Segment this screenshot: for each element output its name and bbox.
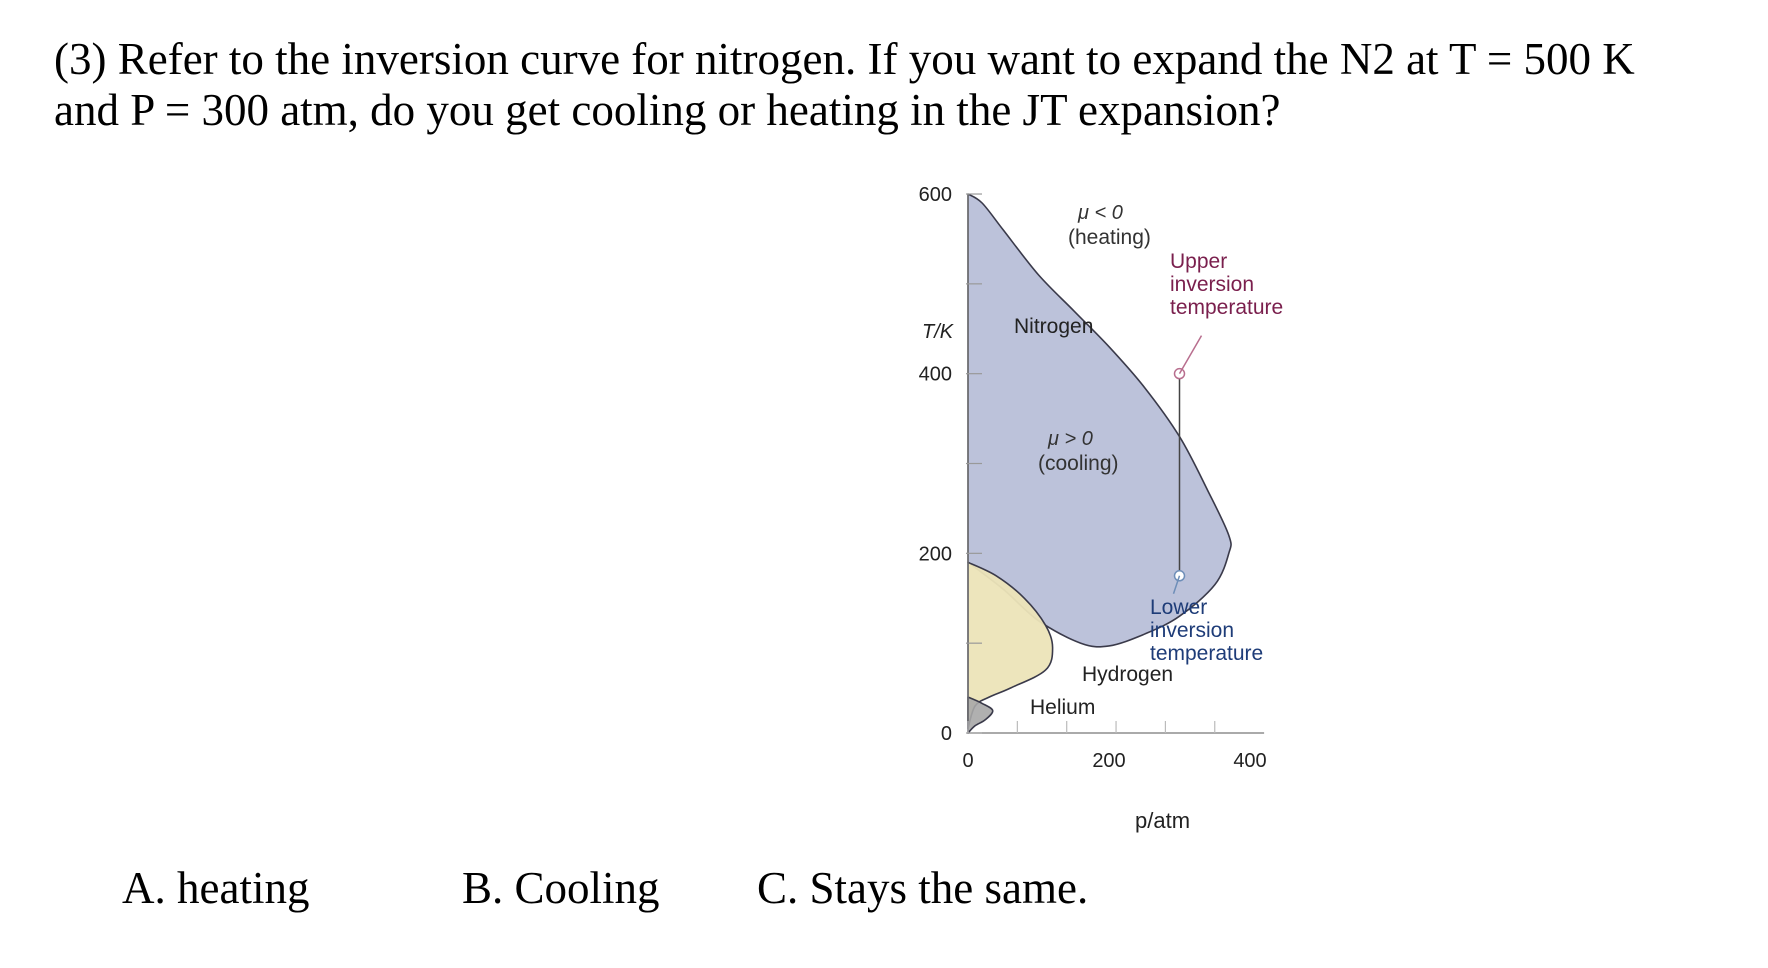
series-label-helium: Helium (1030, 696, 1095, 719)
cooling-label: (cooling) (1038, 452, 1119, 475)
lower-label-line-1: Lower (1150, 596, 1207, 619)
upper-label-line-1: Upper (1170, 250, 1227, 273)
option-b[interactable]: B. Cooling (462, 863, 660, 913)
y-axis-label: T/K (922, 321, 955, 343)
y-tick-label: 0 (941, 723, 952, 745)
region-helium (967, 696, 994, 734)
option-c[interactable]: C. Stays the same. (757, 863, 1089, 913)
y-tick-label: 600 (919, 184, 952, 206)
y-tick-label: 200 (919, 543, 952, 565)
lower-label-line-3: temperature (1150, 642, 1263, 665)
lower-label-line-2: inversion (1150, 619, 1234, 642)
question: (3) Refer to the inversion curve for nit… (54, 34, 1734, 136)
upper-label-line-2: inversion (1170, 273, 1254, 296)
x-tick-label: 400 (1233, 750, 1266, 772)
cooling-mu-label: μ > 0 (1047, 428, 1093, 450)
question-line-2: and P = 300 atm, do you get cooling or h… (54, 85, 1281, 135)
upper-label-line-3: temperature (1170, 296, 1283, 319)
y-tick-label: 400 (919, 364, 952, 386)
chart-ticks: 0 200 400 600 0 200 400 (919, 184, 1267, 772)
heating-mu-label: μ < 0 (1077, 202, 1123, 224)
series-label-nitrogen: Nitrogen (1014, 315, 1093, 338)
upper-leader-line (1178, 335, 1203, 375)
x-tick-label: 200 (1092, 750, 1125, 772)
x-tick-label: 0 (962, 750, 973, 772)
question-line-1: (3) Refer to the inversion curve for nit… (54, 34, 1635, 84)
series-label-hydrogen: Hydrogen (1082, 663, 1173, 686)
lower-leader-line (1172, 575, 1181, 595)
heating-label: (heating) (1068, 226, 1151, 249)
chart-regions (967, 193, 1232, 734)
region-nitrogen (967, 193, 1232, 648)
option-a[interactable]: A. heating (122, 863, 310, 913)
x-axis-label: p/atm (1135, 808, 1190, 833)
